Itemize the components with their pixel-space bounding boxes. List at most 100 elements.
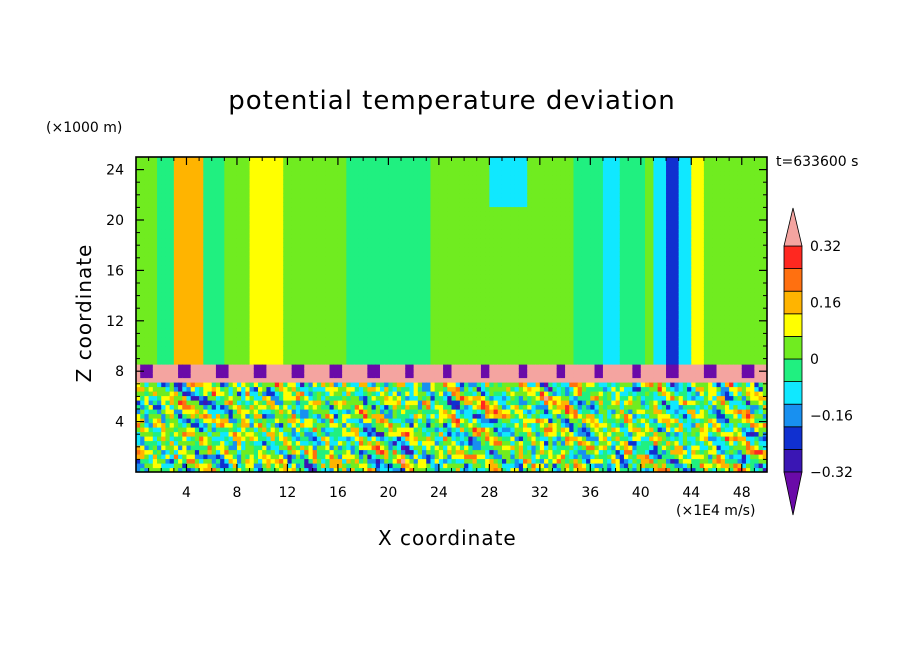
field-cell xyxy=(333,260,339,266)
field-cell xyxy=(157,265,162,271)
field-cell xyxy=(169,463,175,469)
field-cell xyxy=(165,296,171,302)
field-cell xyxy=(140,229,146,235)
field-cell xyxy=(409,305,415,311)
field-cell xyxy=(392,296,398,302)
field-cell xyxy=(333,265,339,271)
field-cell xyxy=(169,179,175,185)
field-cell xyxy=(354,310,360,316)
field-cell xyxy=(409,422,415,428)
field-cell xyxy=(190,179,196,185)
field-cell xyxy=(371,431,377,437)
field-cell xyxy=(342,409,347,415)
field-cell xyxy=(224,265,230,271)
field-cell xyxy=(178,260,183,266)
field-cell xyxy=(346,269,352,275)
field-cell xyxy=(178,211,183,217)
field-cell xyxy=(224,341,230,347)
field-cell xyxy=(396,265,402,271)
field-cell xyxy=(291,233,297,239)
field-cell xyxy=(308,157,314,163)
field-cell xyxy=(396,319,402,325)
field-cell xyxy=(182,391,188,397)
field-cell xyxy=(270,283,276,289)
field-cell xyxy=(287,166,293,172)
field-cell xyxy=(283,170,289,176)
field-cell xyxy=(287,314,293,320)
field-cell xyxy=(295,242,301,248)
field-cell xyxy=(253,400,259,406)
field-cell xyxy=(182,314,188,320)
field-cell xyxy=(194,404,200,410)
field-cell xyxy=(266,382,272,388)
field-cell xyxy=(405,395,411,401)
field-cell xyxy=(337,215,343,221)
field-cell xyxy=(274,310,280,316)
field-cell xyxy=(203,233,209,239)
field-cell xyxy=(224,242,230,248)
field-cell xyxy=(211,157,217,163)
field-cell xyxy=(236,242,242,248)
field-cell xyxy=(165,382,171,388)
field-cell xyxy=(266,202,272,208)
field-cell xyxy=(161,256,167,262)
field-cell xyxy=(199,310,204,316)
field-cell xyxy=(199,206,204,212)
field-cell xyxy=(422,197,427,203)
field-cell xyxy=(169,242,175,248)
field-cell xyxy=(321,256,326,262)
field-cell xyxy=(262,368,268,374)
field-cell xyxy=(308,467,314,472)
field-cell xyxy=(236,364,242,370)
field-cell xyxy=(152,454,158,460)
field-cell xyxy=(283,296,289,302)
field-cell xyxy=(308,251,314,257)
field-cell xyxy=(371,260,377,266)
field-cell xyxy=(350,467,356,472)
field-cell xyxy=(430,179,436,185)
field-cell xyxy=(262,409,268,415)
field-cell xyxy=(304,422,310,428)
field-cell xyxy=(396,377,402,383)
field-cell xyxy=(152,260,158,266)
field-cell xyxy=(325,436,331,442)
field-cell xyxy=(426,215,432,221)
field-cell xyxy=(236,274,242,280)
field-cell xyxy=(161,463,167,469)
field-cell xyxy=(203,310,209,316)
field-cell xyxy=(312,427,318,433)
field-cell xyxy=(274,296,280,302)
field-cell xyxy=(236,215,242,221)
field-cell xyxy=(422,292,427,298)
field-cell xyxy=(422,431,427,437)
field-cell xyxy=(136,278,141,284)
field-cell xyxy=(249,220,255,226)
field-cell xyxy=(409,328,415,334)
field-cell xyxy=(325,310,331,316)
field-cell xyxy=(388,368,394,374)
field-cell xyxy=(203,373,209,379)
field-cell xyxy=(161,337,167,343)
field-cell xyxy=(434,382,440,388)
field-cell xyxy=(253,206,259,212)
field-cell xyxy=(161,436,167,442)
field-cell xyxy=(228,197,234,203)
field-cell xyxy=(295,274,301,280)
field-cell xyxy=(152,463,158,469)
field-cell xyxy=(375,440,381,446)
field-cell xyxy=(266,283,272,289)
field-cell xyxy=(182,206,188,212)
field-cell xyxy=(304,161,310,167)
field-cell xyxy=(178,242,183,248)
field-cell xyxy=(215,269,221,275)
field-cell xyxy=(312,404,318,410)
field-cell xyxy=(178,355,183,361)
field-cell xyxy=(236,184,242,190)
field-cell xyxy=(316,436,322,442)
field-cell xyxy=(384,386,389,392)
field-cell xyxy=(253,328,259,334)
field-cell xyxy=(434,463,440,469)
field-cell xyxy=(203,400,209,406)
field-cell xyxy=(157,242,162,248)
field-cell xyxy=(215,382,221,388)
